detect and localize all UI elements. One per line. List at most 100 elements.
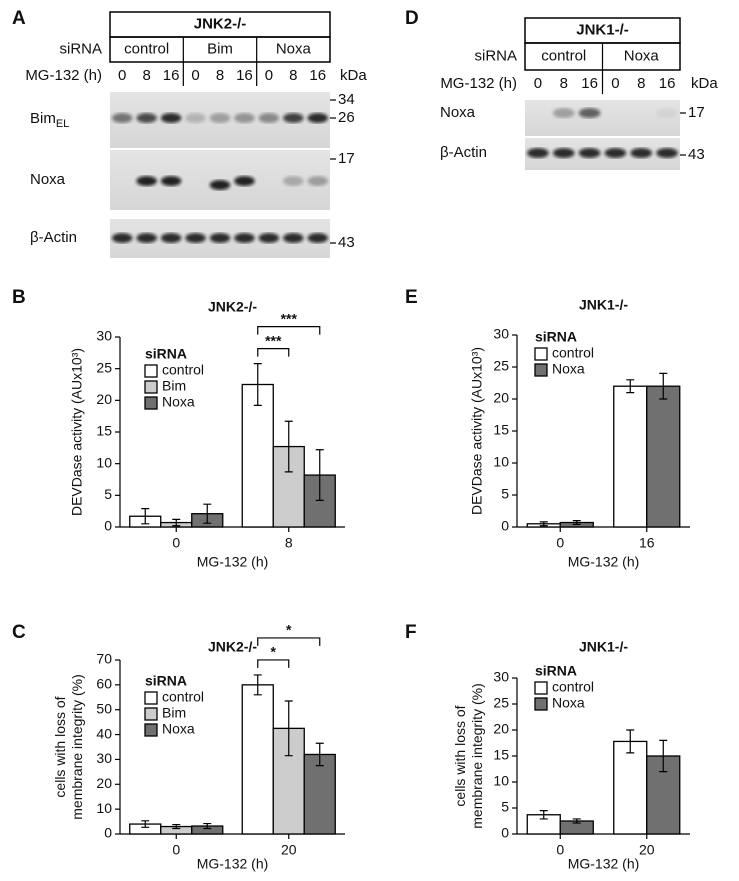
y-tick-label: 20 — [493, 721, 509, 737]
x-axis-label: MG-132 (h) — [568, 554, 640, 570]
band — [656, 108, 678, 118]
group-label: control — [124, 40, 169, 57]
time-label: 16 — [309, 67, 326, 84]
error-bar — [315, 449, 324, 501]
bar — [241, 684, 274, 835]
time-label: 0 — [611, 75, 619, 92]
time-label: 8 — [560, 75, 568, 92]
significance-bracket — [257, 348, 290, 357]
y-tick-label: 30 — [96, 750, 112, 766]
time-label: 0 — [118, 67, 126, 84]
row-name-main: Noxa — [30, 171, 66, 188]
blot-title: JNK1-/- — [576, 21, 629, 38]
legend-label: control — [552, 679, 594, 695]
y-tick-label: 10 — [96, 454, 112, 470]
band — [160, 113, 182, 123]
y-tick-label: 20 — [96, 391, 112, 407]
significance-label: *** — [281, 310, 298, 326]
error-bar — [203, 503, 212, 524]
band — [185, 233, 206, 243]
x-tick-label: 0 — [172, 842, 180, 858]
band — [656, 148, 678, 158]
band — [136, 176, 157, 186]
band — [307, 233, 329, 243]
error-bar — [172, 823, 181, 830]
significance-label: * — [271, 644, 277, 660]
marker-label: 26 — [338, 109, 355, 126]
time-label: 0 — [191, 67, 199, 84]
x-axis-label: MG-132 (h) — [568, 856, 640, 872]
bar — [613, 740, 648, 835]
row-name-main: β-Actin — [440, 144, 487, 161]
band — [258, 233, 280, 243]
bar — [613, 385, 648, 528]
time-label: 8 — [216, 67, 224, 84]
row-name: Noxa — [440, 104, 476, 121]
y-tick-label: 60 — [96, 676, 112, 692]
group-label: control — [541, 47, 586, 64]
group-label: Noxa — [276, 40, 312, 57]
band — [160, 233, 182, 243]
band — [283, 176, 304, 186]
y-axis-label: cells with loss of — [452, 705, 468, 806]
error-bar — [659, 372, 668, 400]
marker-label: 43 — [338, 234, 355, 251]
row-name-main: Noxa — [440, 104, 476, 121]
x-axis-label: MG-132 (h) — [197, 554, 269, 570]
legend-title: siRNA — [145, 346, 187, 362]
error-bar — [572, 520, 581, 526]
y-tick-label: 0 — [501, 825, 509, 841]
unit-label: kDa — [340, 67, 367, 84]
legend-swatch — [534, 363, 548, 377]
y-axis-label: membrane integrity (%) — [69, 674, 85, 820]
unit-label: kDa — [691, 75, 718, 92]
marker-label: 34 — [338, 91, 355, 108]
band — [283, 233, 304, 243]
panel-letter: C — [12, 622, 26, 643]
time-label: 16 — [581, 75, 598, 92]
significance-bracket — [257, 659, 290, 668]
y-tick-label: 25 — [493, 358, 509, 374]
row-name: β-Actin — [30, 229, 77, 246]
band — [136, 233, 157, 243]
row-label: siRNA — [474, 47, 517, 64]
band — [160, 176, 182, 186]
band — [111, 113, 133, 123]
error-bar — [284, 420, 293, 473]
band — [283, 113, 304, 123]
error-bar — [284, 700, 293, 757]
y-tick-label: 5 — [501, 799, 509, 815]
y-tick-label: 10 — [493, 454, 509, 470]
error-bar — [626, 729, 635, 754]
band — [578, 148, 601, 158]
error-bar — [539, 810, 548, 820]
band — [209, 113, 231, 123]
band — [552, 148, 575, 158]
band — [307, 176, 329, 186]
time-label: 8 — [637, 75, 645, 92]
band — [185, 113, 206, 123]
band — [578, 108, 601, 118]
error-bar — [141, 820, 150, 828]
y-tick-label: 20 — [493, 390, 509, 406]
band — [234, 176, 255, 186]
y-tick-label: 25 — [493, 695, 509, 711]
blot-title: JNK2-/- — [194, 15, 247, 32]
error-bar — [539, 521, 548, 527]
y-tick-label: 0 — [104, 825, 112, 841]
y-axis-label: DEVDase activity (AUx10³) — [469, 347, 485, 515]
y-tick-label: 10 — [493, 773, 509, 789]
row-label: MG-132 (h) — [440, 75, 517, 92]
error-bar — [626, 379, 635, 394]
y-tick-label: 15 — [96, 423, 112, 439]
y-tick-label: 0 — [501, 518, 509, 534]
time-label: 16 — [163, 67, 180, 84]
error-bar — [315, 742, 324, 767]
band — [136, 113, 157, 123]
y-tick-label: 30 — [493, 669, 509, 685]
y-tick-label: 25 — [96, 359, 112, 375]
legend-label: Noxa — [162, 721, 195, 737]
row-name: BimEL — [30, 110, 69, 130]
legend-title: siRNA — [145, 673, 187, 689]
